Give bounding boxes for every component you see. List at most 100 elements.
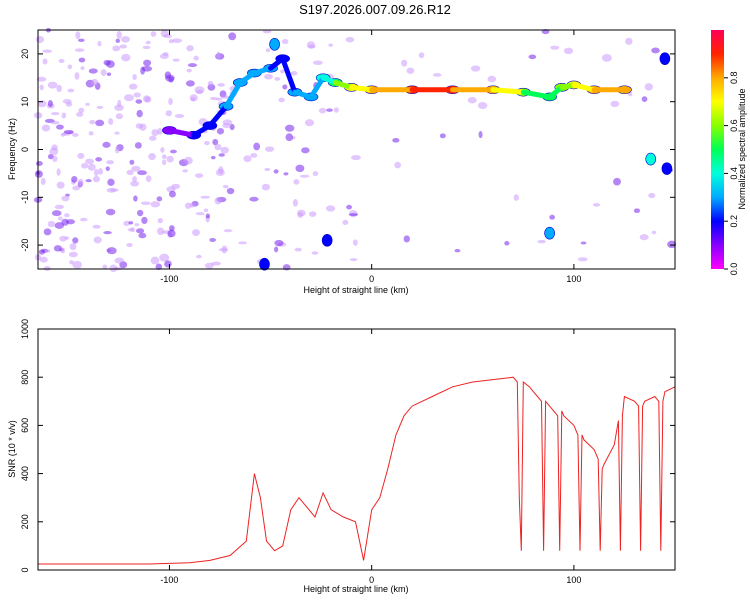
noise-blob: [312, 171, 319, 177]
noise-blob: [467, 97, 477, 104]
spectrogram-x-label: Height of straight line (km): [303, 285, 408, 295]
noise-blob: [166, 155, 174, 163]
noise-blob: [346, 204, 352, 210]
noise-blob: [504, 240, 510, 246]
ridge-segment: [490, 87, 526, 95]
noise-blob: [47, 81, 58, 89]
noise-blob: [159, 253, 170, 262]
noise-blob: [282, 84, 288, 90]
noise-blob: [209, 237, 216, 242]
colorbar-tick-label: 0.2: [729, 215, 739, 228]
noise-blob: [641, 96, 648, 102]
noise-blob: [58, 216, 63, 221]
noise-blob: [126, 242, 133, 247]
noise-blob: [103, 231, 112, 235]
spectrogram-x-tick-label: 100: [566, 274, 581, 284]
noise-blob: [156, 196, 163, 202]
noise-blob: [156, 227, 165, 236]
ridge-segment: [207, 103, 229, 129]
noise-blob: [43, 228, 52, 236]
noise-blob: [74, 48, 85, 52]
noise-blob: [162, 159, 167, 166]
noise-blob: [190, 97, 196, 101]
noise-blob: [54, 204, 65, 210]
noise-blob: [639, 234, 649, 241]
noise-blob: [108, 118, 114, 125]
noise-blob: [633, 208, 641, 213]
noise-blob: [114, 131, 120, 135]
noise-blob: [47, 153, 54, 160]
noise-blob: [116, 31, 122, 39]
noise-blob: [228, 32, 237, 41]
noise-blob: [96, 105, 104, 109]
noise-blob: [243, 155, 252, 163]
noise-blob: [262, 29, 272, 34]
noise-blob: [550, 45, 560, 50]
ridge-segment: [547, 84, 565, 100]
noise-blob: [308, 44, 316, 49]
noise-blob: [64, 236, 70, 240]
noise-blob: [58, 58, 65, 63]
noise-blob: [51, 210, 62, 217]
noise-blob: [229, 123, 235, 131]
noise-blob: [92, 224, 101, 229]
noise-blob: [40, 177, 46, 186]
spectral-spot: [321, 234, 333, 247]
noise-blob: [577, 257, 588, 262]
noise-blob: [115, 113, 123, 120]
noise-blob: [648, 192, 656, 199]
spectrogram-y-tick-label: 20: [20, 49, 30, 59]
noise-blob: [580, 241, 587, 245]
snr-y-tick-label: 400: [20, 466, 30, 481]
noise-blob: [80, 66, 85, 70]
noise-blob: [77, 152, 85, 159]
ridge-segment: [237, 70, 257, 86]
noise-blob: [304, 119, 315, 127]
noise-blob: [309, 211, 317, 217]
ridge-segment: [223, 80, 243, 109]
spectrogram-y-tick-label: -10: [20, 191, 30, 204]
noise-blob: [204, 262, 214, 269]
noise-blob: [145, 40, 151, 45]
spectral-spot: [544, 226, 555, 240]
ridge-segment: [332, 80, 354, 90]
noise-blob: [210, 155, 216, 160]
noise-blob: [301, 147, 310, 154]
noise-blob: [60, 132, 66, 137]
noise-blob: [195, 212, 205, 216]
noise-blob: [136, 109, 143, 118]
noise-blob: [195, 173, 204, 179]
noise-blob: [39, 256, 48, 263]
noise-blob: [74, 72, 80, 80]
noise-blob: [196, 254, 202, 259]
noise-blob: [667, 240, 677, 249]
noise-blob: [56, 124, 64, 130]
spectrogram-y-tick-label: -20: [20, 239, 30, 252]
noise-blob: [297, 211, 304, 218]
noise-blob: [528, 54, 537, 60]
spectrogram-y-tick-label: 10: [20, 97, 30, 107]
noise-blob: [56, 168, 61, 176]
noise-blob: [513, 194, 519, 201]
noise-blob: [325, 205, 336, 212]
noise-blob: [77, 178, 84, 186]
noise-blob: [651, 47, 660, 54]
noise-blob: [265, 48, 270, 53]
noise-blob: [151, 129, 159, 137]
noise-blob: [211, 261, 222, 266]
noise-blob: [78, 107, 85, 113]
noise-blob: [77, 38, 85, 43]
colorbar-gradient: [711, 30, 724, 269]
noise-blob: [204, 141, 210, 146]
noise-blob: [274, 239, 284, 247]
noise-blob: [171, 183, 181, 189]
noise-blob: [189, 202, 196, 208]
snr-series-line: [38, 376, 676, 565]
colorbar-tick-label: 0.0: [729, 263, 739, 276]
noise-blob: [134, 223, 140, 227]
spectral-spot: [269, 38, 280, 51]
noise-blob: [130, 180, 140, 187]
noise-blob: [141, 216, 148, 225]
noise-blob: [644, 83, 653, 91]
noise-blob: [87, 163, 96, 171]
